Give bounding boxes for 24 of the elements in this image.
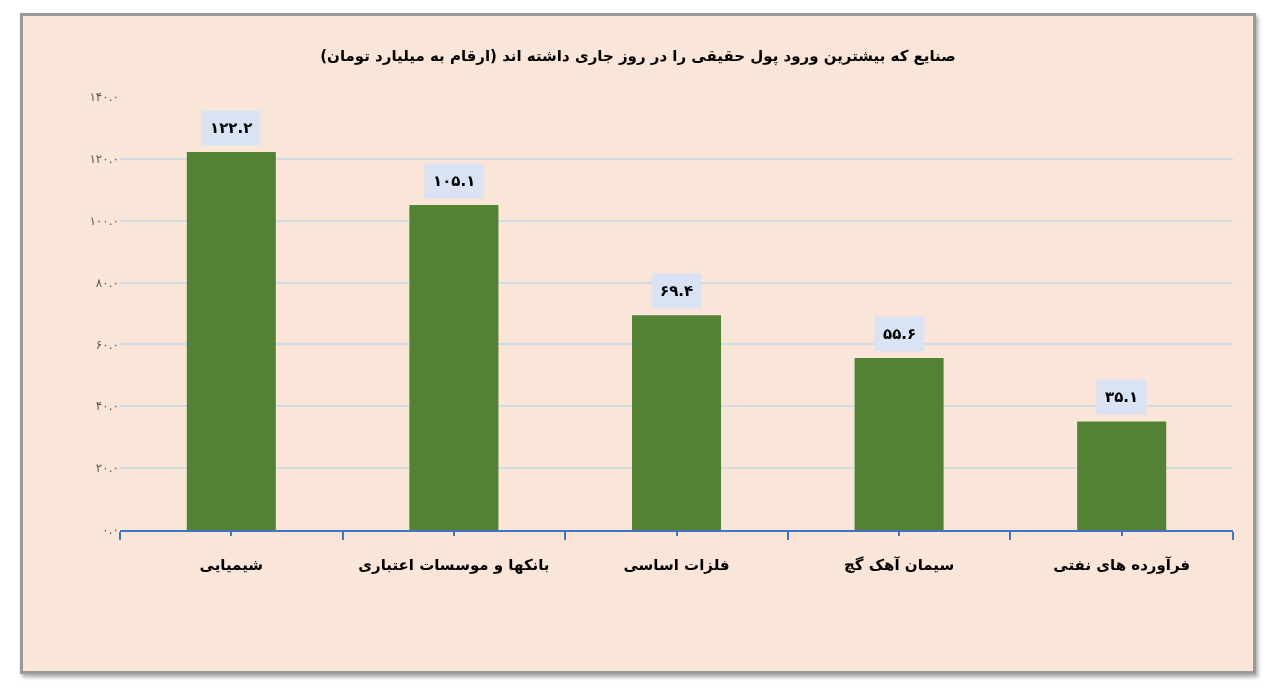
x-tick-label: سیمان آهک گچ: [843, 556, 955, 574]
bar: [409, 204, 499, 530]
data-label: ۱۰۵.۱: [433, 172, 476, 190]
x-tick-label: بانکها و موسسات اعتباری: [358, 556, 550, 574]
y-tick-label: ۸۰.۰: [95, 275, 119, 290]
data-label: ۱۲۲.۲: [210, 119, 253, 137]
bar: [631, 315, 722, 530]
y-tick-label: ۱۲۰.۰: [89, 152, 119, 167]
y-tick-label: ۶۰.۰: [95, 337, 119, 352]
x-tick-label: فرآورده های نفتی: [1053, 556, 1191, 574]
data-label: ۵۵.۶: [883, 325, 917, 343]
y-tick-label: ۰.۰: [102, 523, 119, 538]
bar: [854, 358, 944, 530]
x-tick-label: شیمیایی: [199, 556, 264, 574]
y-tick-label: ۴۰.۰: [95, 399, 119, 414]
x-tick-label: فلزات اساسی: [623, 556, 730, 574]
bar: [186, 152, 276, 530]
y-tick-label: ۱۴۰.۰: [89, 90, 119, 105]
data-label: ۳۵.۱: [1105, 388, 1139, 406]
chart-title: صنایع که بیشترین ورود پول حقیقی را در روز جاری داشته اند (ارقام به میلیارد تومان): [320, 47, 956, 67]
bar: [1077, 421, 1167, 530]
y-tick-label: ۱۰۰.۰: [89, 213, 119, 228]
data-label: ۶۹.۴: [660, 282, 694, 300]
y-tick-label: ۲۰.۰: [95, 461, 119, 476]
